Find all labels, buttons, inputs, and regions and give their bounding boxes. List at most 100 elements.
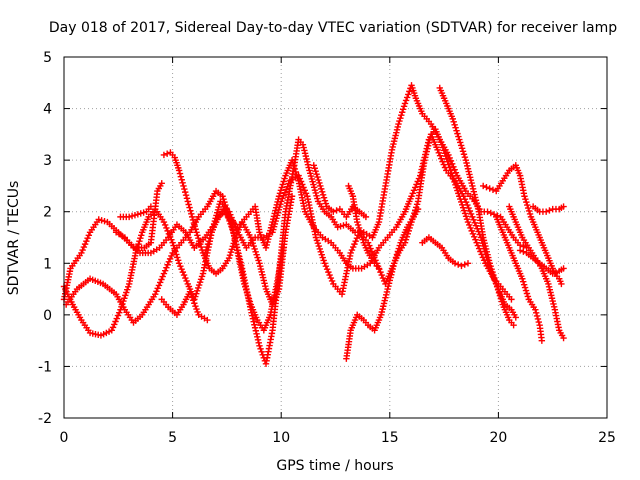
data-point	[258, 268, 265, 276]
data-point	[469, 182, 476, 190]
data-point	[486, 185, 493, 192]
data-point	[299, 141, 307, 148]
data-point	[155, 282, 163, 289]
data-point	[255, 339, 262, 346]
data-point	[549, 297, 556, 305]
data-point	[390, 260, 398, 267]
data-point	[207, 232, 214, 239]
data-point	[250, 318, 257, 325]
data-point	[160, 151, 168, 159]
data-point	[288, 193, 296, 200]
data-point	[194, 284, 202, 292]
data-point	[312, 167, 319, 175]
data-point	[466, 207, 474, 215]
data-point	[413, 201, 421, 208]
data-point	[300, 144, 307, 151]
data-point	[473, 199, 480, 207]
data-point	[520, 248, 527, 255]
data-point	[546, 286, 554, 293]
data-point	[449, 115, 456, 123]
data-point	[301, 187, 308, 194]
data-point	[525, 207, 533, 215]
data-point	[182, 274, 189, 282]
data-point	[109, 324, 117, 331]
data-point	[368, 248, 376, 255]
data-point	[461, 210, 469, 217]
data-point	[187, 207, 194, 214]
data-point	[181, 188, 189, 196]
data-point	[84, 235, 91, 242]
data-point	[468, 227, 475, 235]
data-point	[520, 281, 528, 288]
data-point	[466, 171, 473, 178]
data-point	[490, 271, 497, 279]
data-point	[487, 209, 494, 217]
series-s6	[158, 288, 211, 324]
data-point	[467, 176, 475, 184]
data-point	[466, 174, 474, 181]
data-point	[354, 221, 362, 229]
data-point	[244, 292, 252, 299]
data-point	[483, 184, 490, 191]
data-point	[390, 138, 398, 145]
data-point	[443, 155, 450, 163]
data-point	[398, 112, 405, 119]
data-point	[510, 321, 517, 329]
data-point	[487, 263, 494, 270]
data-point	[460, 151, 468, 158]
data-point	[243, 289, 251, 296]
data-point	[258, 348, 265, 356]
data-point	[560, 265, 567, 272]
data-point	[195, 235, 202, 242]
data-point	[382, 294, 389, 301]
grid	[64, 57, 607, 418]
data-point	[552, 269, 560, 276]
data-point	[455, 133, 462, 140]
data-point	[456, 193, 463, 200]
series-s16	[529, 203, 567, 215]
data-point	[147, 203, 155, 210]
data-point	[304, 161, 312, 168]
data-point	[418, 166, 425, 173]
data-point	[548, 292, 555, 299]
data-point	[412, 184, 419, 191]
data-point	[222, 201, 229, 209]
data-point	[522, 195, 529, 203]
data-point	[319, 191, 327, 198]
data-point	[251, 324, 259, 331]
data-point	[316, 245, 324, 253]
data-point	[461, 261, 468, 268]
data-point	[457, 195, 464, 203]
data-point	[478, 251, 485, 258]
data-point	[313, 170, 320, 178]
data-point	[423, 145, 430, 152]
data-point	[113, 315, 120, 322]
data-point	[322, 200, 330, 207]
data-point	[424, 142, 431, 149]
data-point	[198, 273, 206, 280]
data-point	[137, 210, 144, 217]
data-point	[173, 251, 180, 258]
data-point	[474, 202, 481, 210]
data-point	[186, 204, 193, 211]
data-point	[367, 245, 374, 252]
data-point	[389, 265, 396, 273]
data-point	[254, 336, 262, 343]
data-point	[405, 91, 412, 98]
series-s4	[112, 180, 165, 252]
data-point	[394, 123, 401, 131]
data-point	[317, 182, 324, 190]
data-layer	[60, 82, 567, 368]
data-point	[134, 243, 141, 251]
data-point	[285, 180, 292, 187]
data-point	[485, 254, 492, 261]
data-point	[247, 234, 254, 241]
data-point	[538, 337, 546, 344]
data-point	[508, 296, 515, 303]
data-point	[191, 222, 198, 230]
data-point	[189, 216, 197, 224]
data-point	[351, 240, 358, 248]
data-point	[399, 109, 406, 116]
data-point	[417, 169, 425, 176]
data-point	[262, 244, 270, 252]
